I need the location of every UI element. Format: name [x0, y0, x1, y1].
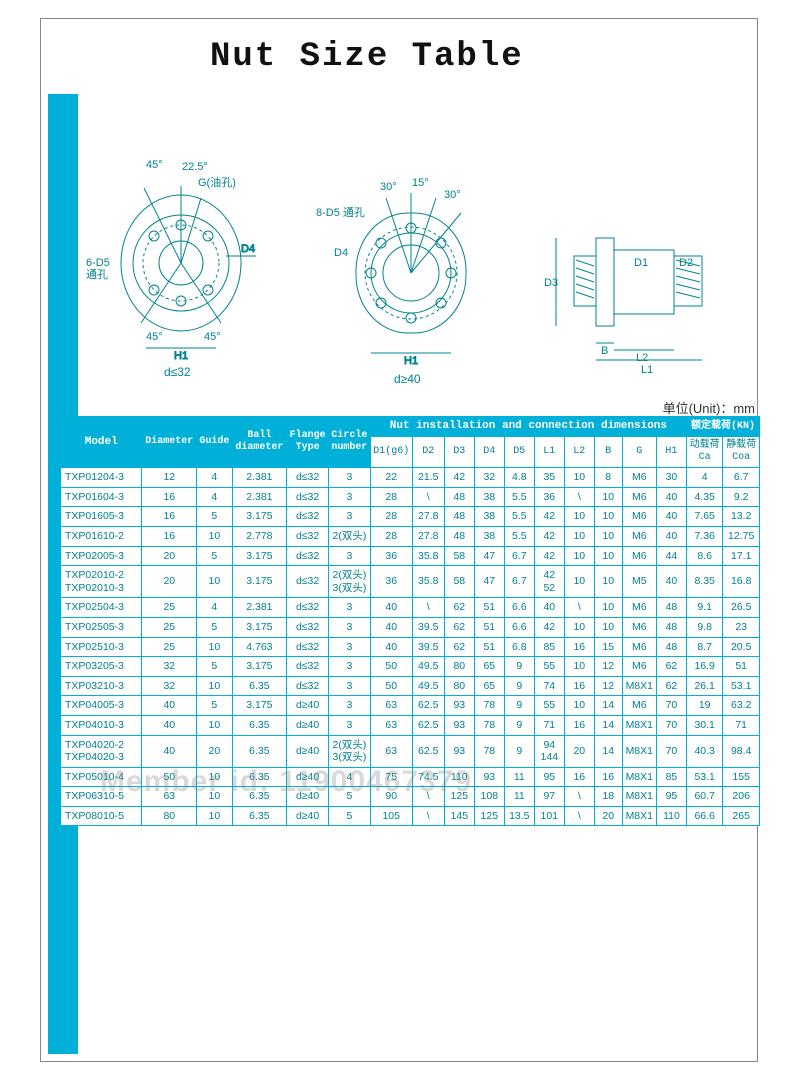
svg-text:6-D5: 6-D5 [86, 257, 110, 269]
svg-text:30°: 30° [444, 189, 461, 201]
unit-label: 单位(Unit)：mm [663, 398, 755, 417]
svg-text:d≤32: d≤32 [164, 365, 191, 378]
table-row: TXP02505-32553.175d≤3234039.562516.64210… [61, 617, 760, 637]
svg-text:D2: D2 [679, 257, 693, 269]
svg-text:通孔: 通孔 [86, 268, 108, 281]
table-row: TXP03210-332106.35d≤3235049.580659741612… [61, 676, 760, 696]
page-title: Nut Size Table [210, 38, 524, 76]
table-row: TXP08010-580106.35d≥405105\14512513.5101… [61, 806, 760, 826]
table-row: TXP04010-340106.35d≥4036362.593789711614… [61, 715, 760, 735]
svg-text:45°: 45° [146, 159, 163, 171]
table-header: ModelDiameterGuideBall diameterFlange Ty… [61, 417, 760, 468]
svg-text:D3: D3 [544, 277, 558, 289]
table-row: TXP03205-33253.175d≤3235049.580659551012… [61, 657, 760, 677]
table-body: TXP01204-31242.381d≤3232221.542324.83510… [61, 468, 760, 826]
table-row: TXP04005-34053.175d≥4036362.593789551014… [61, 696, 760, 716]
svg-text:45°: 45° [204, 331, 221, 343]
table-row: TXP01610-216102.778d≤322(双头)2827.848385.… [61, 526, 760, 546]
table-row: TXP02005-32053.175d≤3233635.858476.74210… [61, 546, 760, 566]
svg-text:22.5°: 22.5° [182, 161, 208, 173]
table-row: TXP01204-31242.381d≤3232221.542324.83510… [61, 468, 760, 488]
svg-text:G(油孔): G(油孔) [198, 175, 236, 189]
svg-text:B: B [601, 345, 608, 357]
svg-text:L2: L2 [636, 352, 648, 364]
svg-text:8-D5 通孔: 8-D5 通孔 [316, 206, 365, 219]
nut-size-table: ModelDiameterGuideBall diameterFlange Ty… [60, 416, 760, 826]
table-row: TXP05010-450106.35d≥4047574.511093119516… [61, 767, 760, 787]
svg-text:D4: D4 [241, 243, 255, 255]
table-row: TXP02010-2TXP02010-320103.175d≤322(双头)3(… [61, 566, 760, 598]
table-row: TXP02510-325104.763d≤3234039.562516.8851… [61, 637, 760, 657]
svg-text:D1: D1 [634, 257, 648, 269]
table-row: TXP01605-31653.175d≤3232827.848385.54210… [61, 507, 760, 527]
table-row: TXP02504-32542.381d≤32340\62516.640\10M6… [61, 598, 760, 618]
diagram-mid: H1 30° 15° 30° 8-D5 通孔 D4 d≥40 [316, 158, 496, 388]
svg-text:H1: H1 [404, 355, 418, 367]
table-row: TXP04020-2TXP04020-340206.35d≥402(双头)3(双… [61, 735, 760, 767]
svg-text:d≥40: d≥40 [394, 372, 421, 386]
diagram-right: D3 D1 D2 B L2 L1 [526, 208, 726, 388]
svg-text:H1: H1 [174, 350, 188, 362]
diagrams: H1 D4 45° 22.5° G(油孔) 6-D5 通孔 45° 45° d≤3… [86, 148, 736, 388]
table-row: TXP01604-31642.381d≤32328\48385.536\10M6… [61, 487, 760, 507]
diagram-left: H1 D4 45° 22.5° G(油孔) 6-D5 通孔 45° 45° d≤3… [86, 148, 266, 378]
svg-text:30°: 30° [380, 181, 397, 193]
table-row: TXP06310-563106.35d≥40590\1251081197\18M… [61, 787, 760, 807]
svg-text:45°: 45° [146, 331, 163, 343]
svg-text:D4: D4 [334, 247, 348, 259]
svg-text:15°: 15° [412, 177, 429, 189]
svg-text:L1: L1 [641, 364, 653, 376]
